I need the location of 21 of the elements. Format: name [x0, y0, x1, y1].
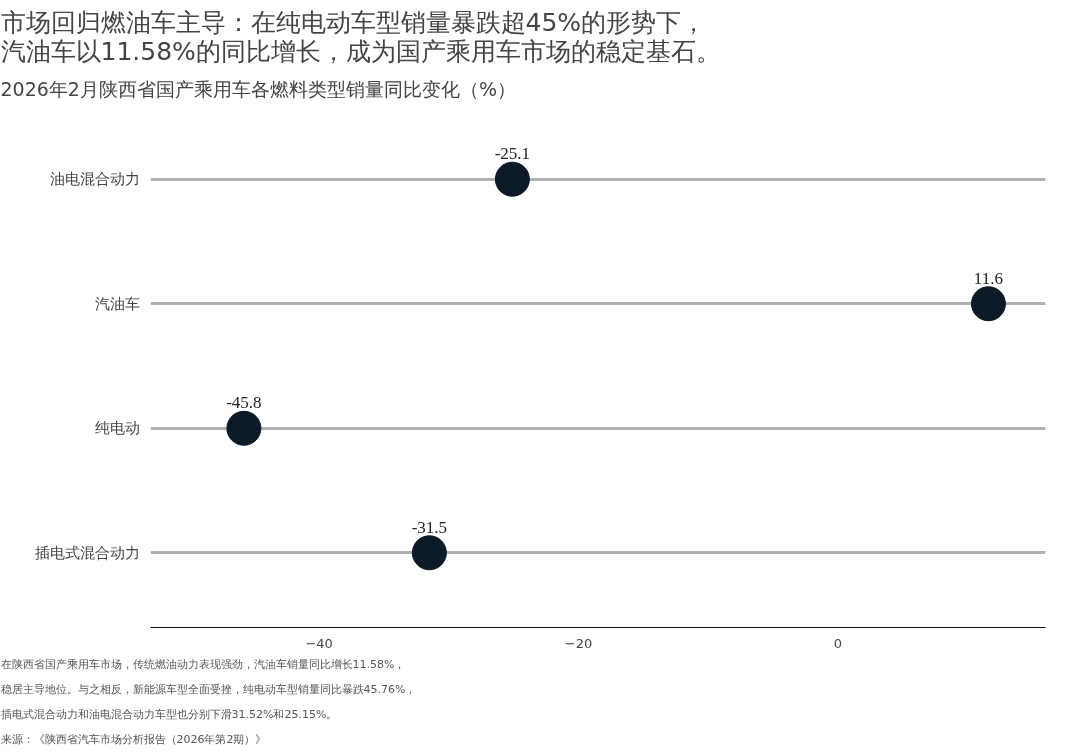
chart-title: 市场回归燃油车主导：在纯电动车型销量暴跌超45%的形势下，汽油车以11.58%的同比增长，成为国产乘用车市场的稳定基石。: [0, 7, 721, 66]
point: [411, 535, 447, 571]
point: [970, 286, 1006, 322]
x-tick-label: −40: [305, 635, 333, 651]
data-label: -45.8: [226, 393, 262, 413]
data-label: -31.5: [411, 517, 448, 537]
y-tick-label: 油电混合动力: [49, 170, 140, 189]
data-label: -25.1: [494, 144, 531, 164]
y-tick-label: 纯电动: [94, 419, 140, 438]
y-tick-label: 汽油车: [94, 294, 140, 313]
x-tick-label: −20: [564, 635, 593, 651]
x-tick-label: 0: [833, 635, 843, 651]
text: 插电式混合动力和油电混合动力车型也分别下滑31.52%和25.15%。: [0, 707, 338, 721]
data-label: 11.6: [973, 268, 1003, 288]
point: [494, 161, 530, 197]
source-note: 来源：《陕西省汽车市场分析报告（2026年第2期）》: [0, 732, 267, 746]
text: 在陕西省国产乘用车市场，传统燃油动力表现强劲，汽油车销量同比增长11.58%，: [0, 657, 406, 671]
point: [226, 410, 262, 446]
chart-subtitle: 2026年2月陕西省国产乘用车各燃料类型销量同比变化（%）: [0, 77, 516, 100]
y-tick-label: 插电式混合动力: [34, 543, 140, 562]
text: 稳居主导地位。与之相反，新能源车型全面受挫，纯电动车型销量同比暴跌45.76%，: [0, 682, 417, 696]
